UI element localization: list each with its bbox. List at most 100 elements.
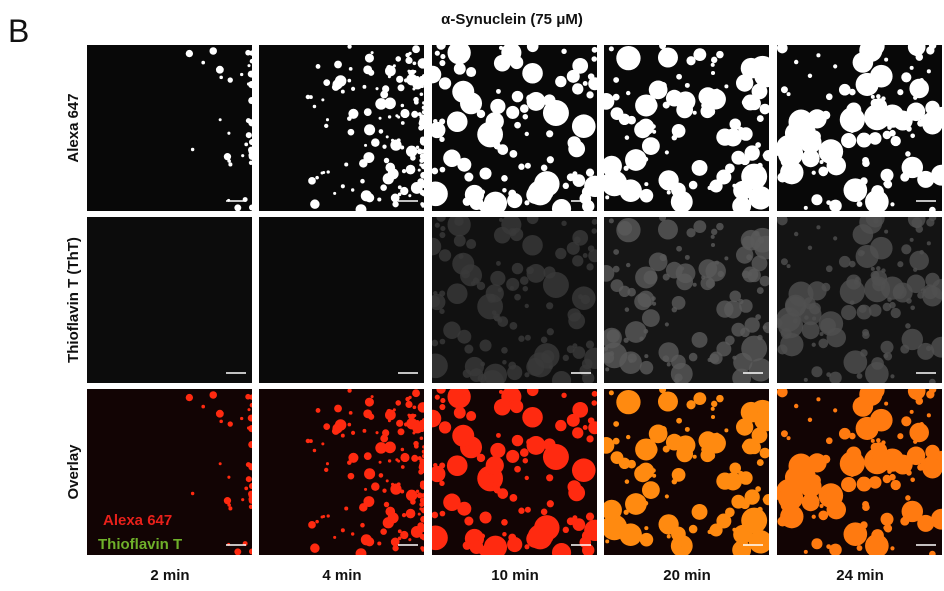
droplet bbox=[649, 424, 668, 443]
droplet bbox=[909, 423, 929, 443]
droplet bbox=[422, 74, 426, 78]
droplet bbox=[420, 481, 428, 489]
droplet bbox=[760, 276, 771, 287]
droplet bbox=[341, 90, 345, 94]
droplet bbox=[341, 528, 345, 532]
droplet bbox=[543, 100, 569, 126]
droplet bbox=[692, 504, 708, 520]
droplet bbox=[400, 490, 404, 494]
droplet bbox=[818, 510, 828, 520]
droplet bbox=[591, 400, 597, 406]
droplet bbox=[433, 291, 437, 295]
droplet bbox=[371, 482, 379, 490]
droplet bbox=[351, 188, 354, 191]
droplet bbox=[526, 186, 544, 204]
droplet bbox=[512, 263, 523, 274]
droplet bbox=[464, 345, 473, 354]
droplet bbox=[377, 541, 381, 545]
droplet bbox=[893, 110, 913, 130]
droplet bbox=[573, 518, 586, 531]
droplet bbox=[497, 316, 508, 327]
droplet bbox=[592, 47, 598, 53]
droplet bbox=[666, 90, 683, 107]
droplet bbox=[552, 371, 571, 390]
droplet bbox=[527, 384, 539, 396]
droplet bbox=[849, 433, 856, 440]
droplet bbox=[464, 517, 473, 526]
droplet bbox=[412, 423, 423, 434]
droplet bbox=[586, 513, 594, 521]
droplet bbox=[420, 92, 424, 96]
droplet bbox=[910, 134, 915, 139]
droplet bbox=[525, 335, 531, 341]
droplet bbox=[361, 190, 372, 201]
droplet bbox=[568, 140, 585, 157]
droplet bbox=[402, 513, 406, 517]
droplet bbox=[674, 202, 682, 210]
droplet bbox=[634, 121, 651, 138]
droplet bbox=[398, 84, 405, 91]
droplet bbox=[228, 421, 233, 426]
droplet bbox=[321, 516, 324, 519]
droplet bbox=[749, 530, 772, 553]
droplet bbox=[308, 177, 316, 185]
droplet bbox=[523, 458, 528, 463]
droplet bbox=[234, 548, 241, 555]
droplet bbox=[240, 417, 243, 420]
droplet bbox=[386, 479, 389, 482]
droplet bbox=[626, 263, 630, 267]
droplet bbox=[397, 482, 401, 486]
droplet bbox=[794, 232, 798, 236]
droplet bbox=[716, 473, 733, 490]
droplet bbox=[742, 95, 758, 111]
droplet bbox=[490, 271, 505, 286]
image-panel bbox=[87, 217, 252, 383]
droplet bbox=[454, 217, 463, 226]
droplet bbox=[881, 513, 894, 526]
droplet bbox=[613, 421, 619, 427]
droplet bbox=[191, 148, 194, 151]
droplet bbox=[447, 111, 468, 132]
droplet bbox=[363, 65, 372, 74]
droplet bbox=[871, 529, 884, 542]
droplet bbox=[760, 104, 771, 115]
droplet bbox=[604, 346, 608, 350]
droplet bbox=[666, 434, 683, 451]
droplet bbox=[624, 510, 629, 515]
droplet bbox=[588, 245, 595, 252]
droplet bbox=[364, 124, 375, 135]
droplet bbox=[406, 165, 416, 175]
droplet bbox=[672, 296, 686, 310]
droplet bbox=[866, 37, 885, 56]
droplet bbox=[777, 172, 787, 182]
droplet bbox=[724, 256, 728, 260]
droplet bbox=[844, 178, 868, 202]
droplet bbox=[419, 507, 422, 510]
droplet bbox=[424, 410, 442, 428]
droplet bbox=[686, 228, 695, 237]
droplet bbox=[757, 65, 764, 72]
droplet bbox=[572, 458, 596, 482]
droplet bbox=[839, 84, 851, 96]
droplet bbox=[883, 303, 892, 312]
droplet bbox=[671, 355, 686, 370]
droplet bbox=[715, 89, 719, 93]
droplet bbox=[382, 85, 389, 92]
droplet bbox=[857, 373, 863, 379]
droplet bbox=[440, 167, 446, 173]
droplet bbox=[309, 439, 313, 443]
droplet bbox=[386, 65, 391, 70]
droplet bbox=[248, 463, 255, 470]
droplet bbox=[473, 106, 479, 112]
droplet bbox=[588, 73, 595, 80]
droplet bbox=[436, 384, 445, 393]
droplet bbox=[395, 400, 401, 406]
droplet bbox=[897, 261, 903, 267]
droplet bbox=[499, 46, 503, 50]
droplet bbox=[616, 218, 640, 242]
droplet bbox=[334, 61, 342, 69]
droplet bbox=[227, 503, 231, 507]
droplet bbox=[494, 55, 511, 72]
droplet bbox=[435, 51, 440, 56]
droplet bbox=[241, 154, 244, 157]
